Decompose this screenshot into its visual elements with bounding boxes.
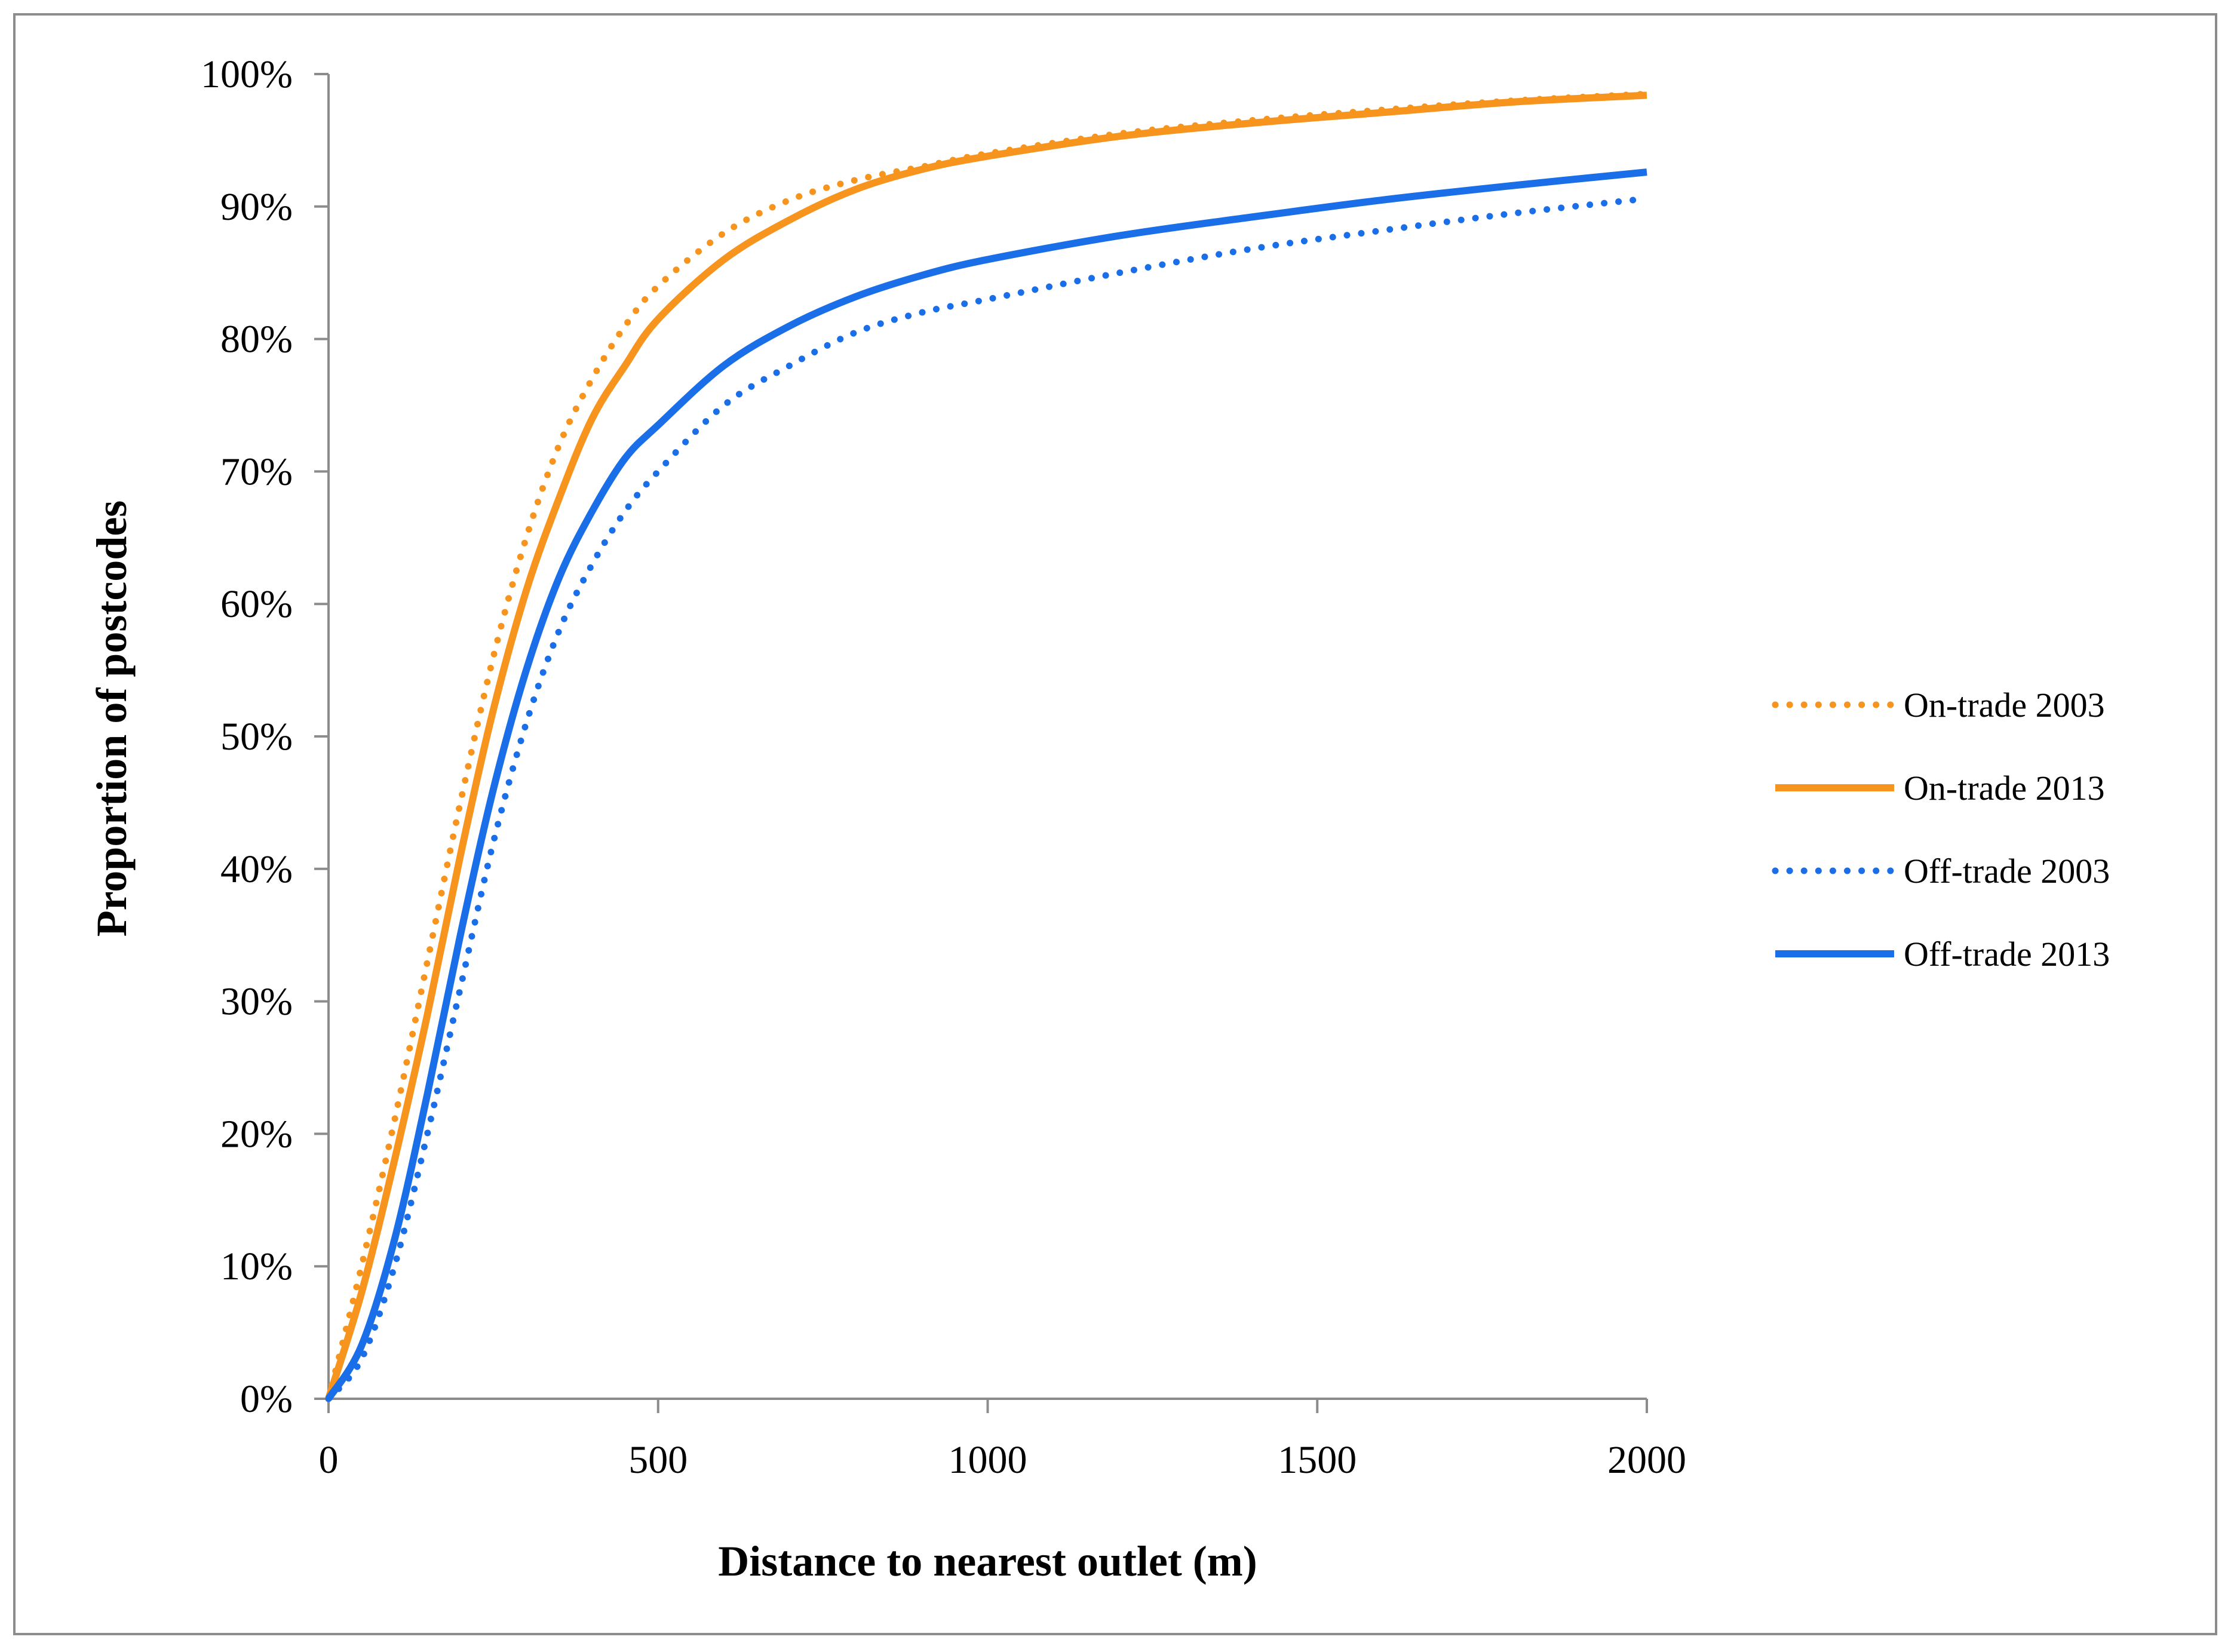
legend-label-on-trade-2003: On-trade 2003 [1904, 686, 2105, 724]
y-tick-label: 0% [240, 1377, 293, 1421]
y-tick-label: 80% [220, 318, 293, 361]
axes [327, 74, 1647, 1400]
x-tick-label: 1000 [949, 1438, 1027, 1482]
y-tick-label: 10% [220, 1245, 293, 1288]
legend-label-on-trade-2013: On-trade 2013 [1904, 769, 2105, 807]
y-tick-label: 100% [201, 53, 293, 96]
chart-frame: 0% 10% 20% 30% 40% 50% 60% 70% 80% 90% 100% 0 500 10… [13, 13, 2217, 1635]
series-line-on-trade-2013 [325, 91, 1647, 1400]
y-tick-label: 90% [220, 185, 293, 229]
x-tick-label: 2000 [1607, 1438, 1686, 1482]
y-tick-label: 50% [220, 715, 293, 759]
y-tick-label: 20% [220, 1112, 293, 1156]
y-tick-label: 60% [220, 582, 293, 626]
y-axis-ticks: 0% 10% 20% 30% 40% 50% 60% 70% 80% 90% 100% [201, 53, 329, 1421]
y-axis-title: Proportion of postcodes [88, 500, 136, 937]
x-axis-ticks: 0 500 1000 1500 2000 [319, 1399, 1686, 1482]
x-axis-title: Distance to nearest outlet (m) [718, 1537, 1257, 1585]
legend-label-off-trade-2003: Off-trade 2003 [1904, 852, 2110, 891]
line-chart: 0% 10% 20% 30% 40% 50% 60% 70% 80% 90% 100% 0 500 10… [88, 53, 2110, 1585]
series-line-off-trade-2013 [325, 168, 1647, 1401]
series-line-on-trade-2003 [325, 90, 1650, 1402]
y-tick-label: 30% [220, 980, 293, 1024]
x-tick-label: 500 [628, 1438, 688, 1482]
legend-label-off-trade-2013: Off-trade 2013 [1904, 935, 2110, 974]
y-tick-label: 70% [220, 450, 293, 493]
series-layer [325, 90, 1650, 1402]
series-line-off-trade-2003 [325, 195, 1650, 1402]
x-tick-label: 1500 [1278, 1438, 1357, 1482]
legend: On-trade 2003 On-trade 2013 Off-trade 2003… [1772, 686, 2110, 974]
x-tick-label: 0 [319, 1438, 339, 1482]
y-tick-label: 40% [220, 848, 293, 891]
